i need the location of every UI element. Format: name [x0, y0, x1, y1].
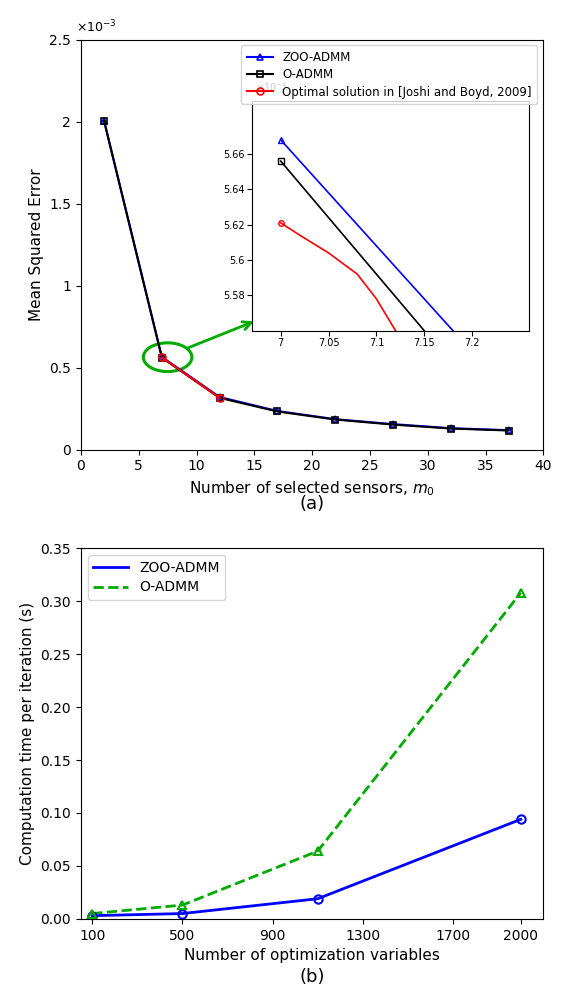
ZOO-ADMM	[332, 413, 339, 425]
ZOO-ADMM	[274, 405, 281, 417]
ZOO-ADMM	[517, 813, 524, 825]
O-ADMM	[274, 405, 281, 417]
O-ADMM	[447, 423, 454, 435]
ZOO-ADMM	[216, 391, 223, 403]
O-ADMM	[179, 899, 186, 911]
O-ADMM	[517, 587, 524, 599]
Line: ZOO-ADMM: ZOO-ADMM	[92, 819, 521, 916]
Legend: ZOO-ADMM, O-ADMM: ZOO-ADMM, O-ADMM	[88, 555, 225, 600]
ZOO-ADMM	[505, 424, 512, 436]
O-ADMM	[390, 419, 397, 431]
O-ADMM	[101, 115, 108, 126]
Line: Optimal solution in [Joshi and Boyd, 2009]: Optimal solution in [Joshi and Boyd, 200…	[158, 354, 223, 401]
Text: $\times 10^{-3}$: $\times 10^{-3}$	[76, 19, 117, 36]
ZOO-ADMM	[179, 908, 186, 920]
ZOO-ADMM	[314, 893, 321, 905]
O-ADMM	[158, 352, 165, 364]
Line: O-ADMM: O-ADMM	[92, 593, 521, 914]
Optimal solution in [Joshi and Boyd, 2009]	[216, 392, 223, 404]
Line: O-ADMM: O-ADMM	[101, 118, 512, 434]
X-axis label: Number of optimization variables: Number of optimization variables	[184, 948, 440, 963]
ZOO-ADMM	[89, 910, 96, 922]
O-ADMM	[332, 414, 339, 426]
Optimal solution in [Joshi and Boyd, 2009]	[158, 352, 165, 364]
Legend: ZOO-ADMM, O-ADMM, Optimal solution in [Joshi and Boyd, 2009]: ZOO-ADMM, O-ADMM, Optimal solution in [J…	[240, 45, 538, 105]
Text: (b): (b)	[299, 968, 325, 986]
Y-axis label: Mean Squared Error: Mean Squared Error	[29, 168, 44, 321]
ZOO-ADMM	[158, 351, 165, 363]
Line: ZOO-ADMM: ZOO-ADMM	[101, 118, 512, 434]
O-ADMM	[314, 845, 321, 857]
O-ADMM	[505, 425, 512, 437]
ZOO-ADMM	[101, 115, 108, 126]
ZOO-ADMM	[447, 422, 454, 434]
O-ADMM	[89, 908, 96, 920]
Y-axis label: Computation time per iteration (s): Computation time per iteration (s)	[20, 602, 35, 865]
X-axis label: Number of selected sensors, $m_0$: Number of selected sensors, $m_0$	[189, 479, 435, 498]
Text: (a): (a)	[299, 495, 325, 513]
ZOO-ADMM	[390, 418, 397, 430]
O-ADMM	[216, 392, 223, 404]
